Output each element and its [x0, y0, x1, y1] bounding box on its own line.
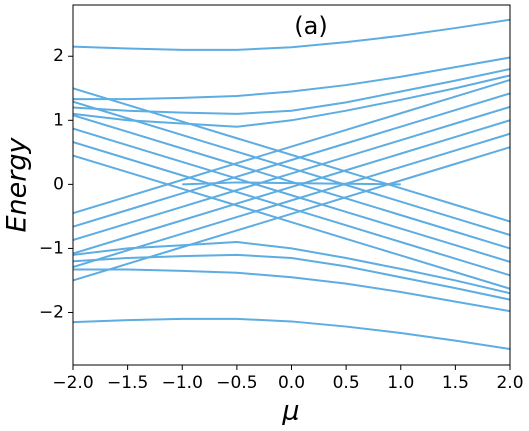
plot-frame — [72, 4, 511, 366]
annotation: (a) — [294, 12, 327, 40]
series-line — [73, 87, 510, 223]
series-line — [73, 92, 510, 228]
y-tick-label: 1 — [53, 110, 64, 130]
series-line — [73, 253, 510, 301]
x-tick-label: −0.5 — [216, 373, 257, 393]
y-tick-label: −2 — [39, 302, 64, 322]
series-line — [73, 56, 510, 101]
x-tick-label: 0.5 — [333, 373, 360, 393]
series-line — [73, 100, 510, 236]
x-tick-label: 1.0 — [387, 373, 414, 393]
series-line — [73, 114, 510, 250]
y-axis-label: Energy — [2, 136, 33, 232]
series-line — [73, 119, 510, 255]
x-axis-label: μ — [281, 396, 299, 427]
series-line — [73, 127, 510, 263]
x-tick-label: −1.0 — [162, 373, 203, 393]
x-tick-label: −1.5 — [107, 373, 148, 393]
series-line — [73, 105, 510, 242]
series-line — [73, 68, 510, 115]
series-line — [182, 181, 401, 186]
x-tick-label: 0.0 — [278, 373, 305, 393]
series-line — [73, 241, 510, 295]
series-line — [73, 268, 510, 313]
y-tick-label: −1 — [39, 238, 64, 258]
series-line — [73, 18, 510, 51]
series-line — [73, 74, 510, 128]
series-line — [73, 141, 510, 277]
x-tick-label: 2.0 — [496, 373, 523, 393]
series-line — [73, 132, 510, 268]
series-line — [73, 317, 510, 350]
x-tick-label: −2.0 — [52, 373, 93, 393]
y-tick-label: 0 — [53, 174, 64, 194]
series-line — [73, 154, 510, 290]
series-line — [73, 146, 510, 282]
y-tick-label: 2 — [53, 46, 64, 66]
x-tick-label: 1.5 — [442, 373, 469, 393]
series-line — [73, 78, 510, 215]
